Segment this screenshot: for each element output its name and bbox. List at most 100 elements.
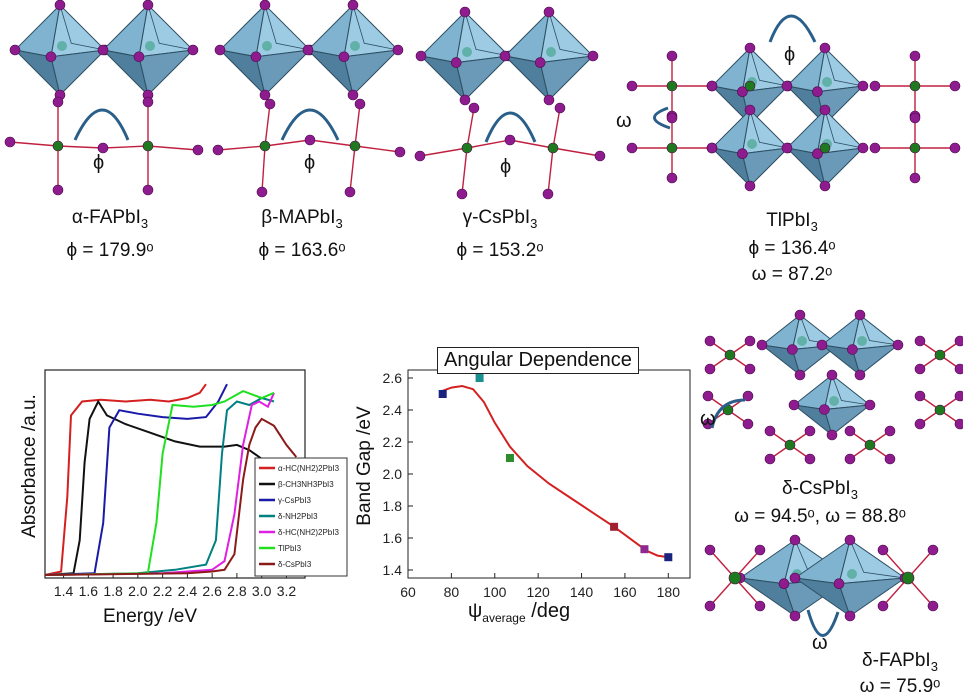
x-tick-label: 2.4 [178, 583, 198, 599]
octahedron-face [838, 577, 907, 617]
iodine-atom [764, 425, 776, 437]
iodine-atom [877, 544, 889, 556]
iodine-atom [789, 572, 801, 584]
absorbance-series-line [44, 383, 228, 576]
lead-center [262, 41, 272, 51]
x-tick-label: 1.4 [54, 583, 74, 599]
bandgap-x-axis-label: ψaverage /deg [468, 600, 571, 625]
iodine-atom [819, 42, 831, 54]
phi-symbol-beta: ϕ [304, 152, 316, 174]
bond [466, 107, 475, 149]
phi-arc-tlpbi3 [768, 14, 817, 43]
iodine-atom [704, 544, 716, 556]
octahedron-face [851, 344, 900, 376]
iodine-atom [347, 89, 359, 101]
iodine-atom [844, 425, 856, 437]
omega-symbol-delta-fapbi3: ω [812, 632, 828, 654]
iodine-atom [844, 610, 856, 622]
iodine-atom [927, 544, 939, 556]
iodine-atom [812, 148, 823, 159]
iodine-atom [884, 453, 896, 465]
iodine-atom [794, 369, 806, 381]
octahedron-edge [749, 47, 789, 87]
lead-center [546, 47, 556, 57]
iodine-atom [877, 600, 889, 612]
bond [509, 139, 554, 149]
lead-atom [547, 142, 559, 154]
omega-value-delta-cspbi3: ω = 94.5ᵒ, ω = 88.8ᵒ [734, 506, 906, 527]
iodine-atom [909, 172, 921, 184]
iodine-atom [744, 363, 756, 375]
iodine-atom [256, 186, 268, 198]
legend-entry: δ-CsPbI3 [278, 560, 312, 569]
iodine-atom [847, 344, 858, 355]
iodine-atom [543, 94, 555, 106]
iodine-atom [666, 172, 678, 184]
iodine-atom [468, 102, 480, 114]
bond [547, 147, 554, 195]
lead-atom [744, 80, 756, 92]
thallium-atom [909, 142, 921, 154]
y-tick-label: 2.6 [383, 370, 403, 386]
y-tick-label: 1.6 [383, 530, 403, 546]
iodine-atom [706, 142, 718, 154]
iodine-atom [756, 339, 768, 351]
phi-value-alpha-fapbi3: ϕ = 179.9ᵒ [66, 240, 154, 261]
iodine-atom [794, 309, 806, 321]
iodine-atom [914, 418, 926, 430]
bond [264, 139, 311, 147]
iodine-atom [666, 112, 678, 124]
iodine-atom [909, 50, 921, 62]
thallium-atom [909, 80, 921, 92]
bandgap-chart-title: Angular Dependence [437, 347, 639, 374]
iodine-atom [742, 390, 754, 402]
lead-center [797, 336, 807, 346]
legend-entry: β-CH3NH3PbI3 [278, 480, 334, 489]
iodine-atom [789, 534, 801, 546]
bandgap-fit-curve [442, 384, 669, 559]
omega-value-tlpbi3: ω = 87.2ᵒ [751, 264, 833, 285]
cesium-atom [934, 404, 946, 416]
octahedron-edge [264, 4, 311, 51]
octahedron-face [791, 344, 840, 376]
iodine-atom [354, 98, 366, 110]
iodine-atom [954, 335, 963, 347]
iodine-atom [212, 144, 224, 156]
octahedron-face [455, 55, 511, 101]
omega-arc-delta-cspbi3 [710, 398, 746, 429]
octahedron-edge [749, 109, 789, 149]
x-tick-label: 1.6 [79, 583, 99, 599]
iodine-atom [504, 134, 516, 146]
iodine-atom [304, 134, 316, 146]
octahedron-face [50, 49, 107, 96]
iodine-atom [626, 142, 638, 154]
bond [354, 103, 361, 147]
iodine-atom [97, 44, 109, 56]
iodine-atom [781, 142, 793, 154]
bond [419, 147, 468, 157]
iodine-atom [456, 188, 468, 200]
iodine-atom [737, 148, 748, 159]
octahedron-edge [548, 11, 594, 57]
iodine-atom [192, 144, 204, 156]
iodine-atom [788, 399, 800, 411]
iodine-atom [864, 399, 876, 411]
absorbance-series-line [44, 390, 275, 576]
cesium-atom [934, 349, 946, 361]
legend-entry: δ-HC(NH2)2PbI3 [278, 528, 339, 537]
omega-arc-tlpbi3 [653, 106, 671, 130]
lead-center [822, 77, 832, 87]
bandgap-data-point [640, 545, 649, 554]
iodine-atom [415, 50, 427, 62]
x-tick-label: 100 [483, 584, 507, 600]
iodine-atom [9, 44, 21, 56]
iodine-atom [45, 51, 57, 63]
iodine-atom [744, 104, 756, 116]
bond [57, 145, 104, 149]
iodine-atom [392, 44, 404, 56]
octahedron-edge [824, 47, 864, 87]
iodine-atom [338, 51, 350, 63]
lead-atom [142, 140, 154, 152]
iodine-atom [459, 94, 471, 106]
iodine-atom [816, 339, 828, 351]
